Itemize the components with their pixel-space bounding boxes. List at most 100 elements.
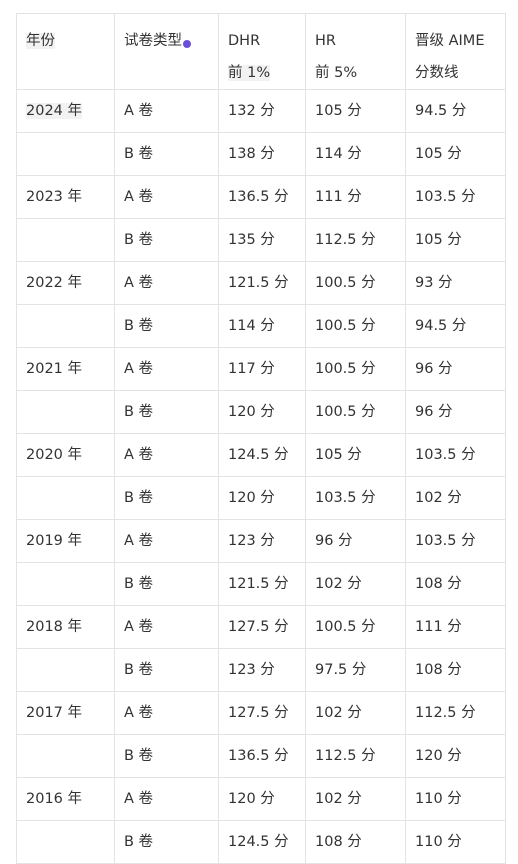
cell-hr: 100.5 分 — [305, 390, 406, 434]
cell-year — [16, 562, 115, 606]
cell-type: B 卷 — [114, 734, 219, 778]
cell-dhr: 138 分 — [218, 132, 306, 176]
cell-year-text: 2019 年 — [26, 533, 83, 549]
cell-type: A 卷 — [114, 433, 219, 477]
cell-hr: 103.5 分 — [305, 476, 406, 520]
cell-hr-text: 112.5 分 — [315, 232, 376, 248]
cell-type: B 卷 — [114, 820, 219, 864]
cell-dhr: 135 分 — [218, 218, 306, 262]
cell-aime: 105 分 — [405, 132, 506, 176]
cell-hr: 97.5 分 — [305, 648, 406, 692]
cell-aime: 108 分 — [405, 562, 506, 606]
header-hr-sub: 前 5% — [315, 65, 358, 81]
cell-dhr: 136.5 分 — [218, 734, 306, 778]
cell-type: B 卷 — [114, 562, 219, 606]
table-row: 2018 年 A 卷 127.5 分 100.5 分 111 分 — [16, 605, 506, 649]
cell-type-text: A 卷 — [124, 103, 154, 119]
cell-aime: 108 分 — [405, 648, 506, 692]
cell-dhr: 120 分 — [218, 390, 306, 434]
cell-aime: 103.5 分 — [405, 433, 506, 477]
table-row: 2022 年 A 卷 121.5 分 100.5 分 93 分 — [16, 261, 506, 305]
cell-aime: 110 分 — [405, 777, 506, 821]
cell-type-text: B 卷 — [124, 662, 154, 678]
cell-hr-text: 100.5 分 — [315, 275, 376, 291]
cell-dhr: 123 分 — [218, 648, 306, 692]
cell-dhr: 127.5 分 — [218, 605, 306, 649]
cell-year: 2017 年 — [16, 691, 115, 735]
cell-hr-text: 100.5 分 — [315, 404, 376, 420]
cell-year-text: 2018 年 — [26, 619, 83, 635]
cell-type: B 卷 — [114, 132, 219, 176]
cell-aime: 96 分 — [405, 390, 506, 434]
cell-aime-text: 103.5 分 — [415, 189, 476, 205]
cell-type-text: B 卷 — [124, 834, 154, 850]
cell-aime: 105 分 — [405, 218, 506, 262]
table-row: B 卷 120 分 100.5 分 96 分 — [16, 390, 506, 434]
header-dhr-label: DHR — [228, 33, 261, 49]
cell-year-text: 2020 年 — [26, 447, 83, 463]
cell-dhr: 121.5 分 — [218, 562, 306, 606]
cell-dhr: 136.5 分 — [218, 175, 306, 219]
cell-hr: 105 分 — [305, 89, 406, 133]
cell-aime-text: 96 分 — [415, 361, 453, 377]
header-row: 年份 试卷类型 DHR 前 1% HR 前 5% 晋级 AIME 分数线 — [16, 13, 506, 90]
cell-hr: 100.5 分 — [305, 347, 406, 391]
cell-year-text: 2021 年 — [26, 361, 83, 377]
header-aime: 晋级 AIME 分数线 — [405, 13, 506, 90]
cell-dhr-text: 127.5 分 — [228, 705, 289, 721]
table-row: B 卷 124.5 分 108 分 110 分 — [16, 820, 506, 864]
cell-aime-text: 93 分 — [415, 275, 453, 291]
cell-type-text: A 卷 — [124, 619, 154, 635]
cell-aime: 112.5 分 — [405, 691, 506, 735]
cell-type-text: B 卷 — [124, 490, 154, 506]
cell-dhr: 120 分 — [218, 777, 306, 821]
cell-dhr-text: 127.5 分 — [228, 619, 289, 635]
cell-year — [16, 648, 115, 692]
cell-year — [16, 132, 115, 176]
cell-hr-text: 111 分 — [315, 189, 362, 205]
cell-hr: 102 分 — [305, 777, 406, 821]
table-row: 2021 年 A 卷 117 分 100.5 分 96 分 — [16, 347, 506, 391]
cell-dhr-text: 123 分 — [228, 662, 275, 678]
cell-type-text: A 卷 — [124, 533, 154, 549]
cell-year — [16, 734, 115, 778]
cell-type-text: A 卷 — [124, 361, 154, 377]
cell-type: B 卷 — [114, 218, 219, 262]
cell-dhr: 132 分 — [218, 89, 306, 133]
cell-aime-text: 110 分 — [415, 834, 462, 850]
table-row: B 卷 121.5 分 102 分 108 分 — [16, 562, 506, 606]
cell-hr-text: 97.5 分 — [315, 662, 367, 678]
cell-type: A 卷 — [114, 347, 219, 391]
cell-aime-text: 110 分 — [415, 791, 462, 807]
header-hr-label: HR — [315, 33, 336, 49]
cell-aime: 120 分 — [405, 734, 506, 778]
cell-dhr: 124.5 分 — [218, 433, 306, 477]
cell-year: 2022 年 — [16, 261, 115, 305]
cell-dhr-text: 124.5 分 — [228, 447, 289, 463]
cell-dhr-text: 114 分 — [228, 318, 275, 334]
cell-aime-text: 108 分 — [415, 576, 462, 592]
cell-type: A 卷 — [114, 175, 219, 219]
cell-aime-text: 102 分 — [415, 490, 462, 506]
cell-type: B 卷 — [114, 476, 219, 520]
cell-aime: 102 分 — [405, 476, 506, 520]
cell-hr: 112.5 分 — [305, 218, 406, 262]
cell-year — [16, 218, 115, 262]
header-aime-label: 晋级 AIME — [415, 33, 485, 49]
cell-hr: 96 分 — [305, 519, 406, 563]
cell-year — [16, 820, 115, 864]
cell-type: B 卷 — [114, 648, 219, 692]
cell-year-text: 2022 年 — [26, 275, 83, 291]
header-type-label: 试卷类型 — [124, 33, 182, 49]
cell-year-text: 2016 年 — [26, 791, 83, 807]
table-row: B 卷 123 分 97.5 分 108 分 — [16, 648, 506, 692]
cell-hr: 114 分 — [305, 132, 406, 176]
cell-hr-text: 102 分 — [315, 791, 362, 807]
cell-hr: 108 分 — [305, 820, 406, 864]
cell-dhr-text: 136.5 分 — [228, 748, 289, 764]
cell-hr: 105 分 — [305, 433, 406, 477]
cell-aime-text: 112.5 分 — [415, 705, 476, 721]
cell-hr-text: 96 分 — [315, 533, 353, 549]
cell-hr-text: 112.5 分 — [315, 748, 376, 764]
cell-hr: 100.5 分 — [305, 304, 406, 348]
